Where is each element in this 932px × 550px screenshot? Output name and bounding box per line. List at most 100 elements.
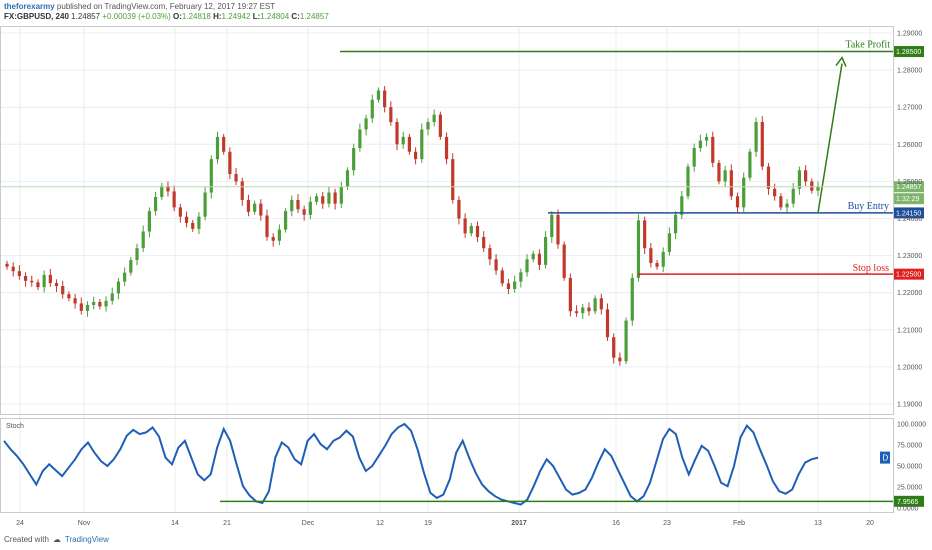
candle-body <box>277 229 281 241</box>
candle-body <box>5 263 9 267</box>
candle-body <box>766 166 771 189</box>
candle-body <box>290 199 294 212</box>
target-arrow-line <box>817 63 843 214</box>
countdown-label: 1:32:29 <box>896 196 919 203</box>
low-label: L: <box>252 12 261 21</box>
take-profit-text: Take Profit <box>845 40 890 51</box>
y-tick-label: 1.24000 <box>897 216 922 223</box>
candle-body <box>123 272 127 282</box>
x-tick-label: 21 <box>223 520 231 527</box>
stop-loss-tag: 1.22500 <box>896 272 921 279</box>
candle-body <box>203 192 207 217</box>
candle-body <box>11 266 15 272</box>
candle-body <box>537 253 542 265</box>
take-profit-tag-box <box>894 46 924 58</box>
candle-body <box>345 170 350 187</box>
candle-body <box>438 114 442 137</box>
candle-body <box>804 170 808 182</box>
buy-entry-text: Buy Entry <box>848 201 889 212</box>
candle-body <box>30 280 34 283</box>
symbol-label: FX:GBPUSD, 240 <box>4 12 69 21</box>
candle-body <box>593 298 597 312</box>
candle-body <box>475 225 480 238</box>
candle-body <box>506 283 511 289</box>
y-tick-label: 1.20000 <box>897 364 922 371</box>
countdown-box <box>894 193 924 205</box>
candle-body <box>401 136 405 145</box>
candle-body <box>773 188 777 197</box>
candle-body <box>692 148 696 167</box>
candle-body <box>147 211 151 232</box>
y-tick-label: 1.29000 <box>897 31 922 38</box>
candle-body <box>302 209 306 215</box>
candle-body <box>500 270 504 284</box>
y-tick-label: 1.25000 <box>897 179 922 186</box>
stoch-line <box>3 422 819 506</box>
x-tick-label: 23 <box>663 520 671 527</box>
stop-loss-tag-box <box>894 268 924 280</box>
candle-body <box>624 320 628 362</box>
candle-body <box>92 301 96 305</box>
change-value: +0.00039 (+0.03%) <box>102 12 171 21</box>
candle-body <box>574 311 579 314</box>
candle-body <box>463 218 467 234</box>
candle-body <box>735 196 740 208</box>
buy-entry-tag-box <box>894 207 924 219</box>
tradingview-brand[interactable]: TradingView <box>64 535 109 544</box>
last-price: 1.24857 <box>71 12 101 21</box>
last-price-tag-box <box>894 181 924 193</box>
stoch-y-tick-label: 0.0000 <box>897 506 919 513</box>
y-tick-label: 1.27000 <box>897 105 922 112</box>
candle-body <box>562 244 566 278</box>
candle-body <box>643 220 647 249</box>
candle-body <box>184 216 189 223</box>
candle-body <box>67 294 71 299</box>
candles <box>5 86 820 366</box>
candle-body <box>271 237 275 241</box>
candle-body <box>160 185 164 197</box>
y-tick-label: 1.28000 <box>897 68 922 75</box>
candle-body <box>413 151 418 160</box>
candle-body <box>649 248 653 264</box>
candle-body <box>698 140 702 149</box>
stoch-panel: Stoch 7.9565 D <box>3 422 924 507</box>
candle-body <box>240 181 244 200</box>
candle-body <box>358 129 362 149</box>
stop-loss-text: Stop loss <box>853 263 890 274</box>
candle-body <box>197 216 201 229</box>
x-tick-label: Feb <box>733 520 745 527</box>
candle-body <box>667 233 672 252</box>
candle-body <box>259 203 263 216</box>
candle-body <box>283 211 288 230</box>
candle-body <box>98 301 102 307</box>
candle-body <box>451 159 455 200</box>
ohlc-line: FX:GBPUSD, 240 1.24857 +0.00039 (+0.03%)… <box>4 12 329 22</box>
x-tick-label: Dec <box>302 520 315 527</box>
candle-body <box>389 107 393 123</box>
candle-body <box>370 99 374 119</box>
publisher-user[interactable]: theforexarmy <box>4 2 55 11</box>
stoch-y-tick-label: 75.0000 <box>897 443 922 450</box>
target-arrow-head <box>835 56 847 67</box>
y-tick-label: 1.19000 <box>897 402 922 409</box>
candle-body <box>23 276 28 281</box>
candle-body <box>488 248 492 260</box>
candle-body <box>253 203 257 212</box>
candle-body <box>116 281 121 294</box>
candle-body <box>327 192 331 204</box>
candle-body <box>544 237 548 265</box>
take-profit-tag: 1.28500 <box>896 49 921 56</box>
footer: Created with ☁ TradingView <box>4 535 109 544</box>
candle-body <box>352 148 356 171</box>
x-tick-label: 12 <box>376 520 384 527</box>
y-tick-label: 1.22000 <box>897 290 922 297</box>
candle-body <box>110 293 114 301</box>
candle-body <box>308 201 312 215</box>
stoch-frame <box>0 418 894 513</box>
candle-body <box>599 298 603 310</box>
candle-body <box>785 203 789 208</box>
close-value: 1.24857 <box>299 12 329 21</box>
candle-body <box>296 199 300 210</box>
